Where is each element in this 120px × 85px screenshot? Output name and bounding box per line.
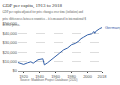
svg-text:$10,000: $10,000 — [3, 59, 18, 64]
svg-text:$30,000: $30,000 — [3, 40, 18, 45]
svg-text:1980: 1980 — [67, 74, 77, 79]
svg-text:$40,000: $40,000 — [3, 31, 18, 36]
svg-text:2018: 2018 — [98, 74, 108, 79]
svg-text:$20,000: $20,000 — [3, 50, 18, 55]
svg-text:$0: $0 — [13, 68, 18, 73]
svg-text:GDP per capita, 1913 to 2018GD: GDP per capita, 1913 to 2018GDP per capi… — [2, 3, 86, 28]
svg-text:1960: 1960 — [51, 74, 61, 79]
svg-text:$50,000: $50,000 — [3, 21, 18, 26]
svg-text:2000: 2000 — [83, 74, 93, 79]
svg-text:1920: 1920 — [19, 74, 29, 79]
svg-text:1940: 1940 — [35, 74, 45, 79]
svg-text:Germany: Germany — [105, 25, 120, 30]
svg-text:Source: Maddison Project Datab: Source: Maddison Project Database (2020) — [20, 78, 78, 82]
